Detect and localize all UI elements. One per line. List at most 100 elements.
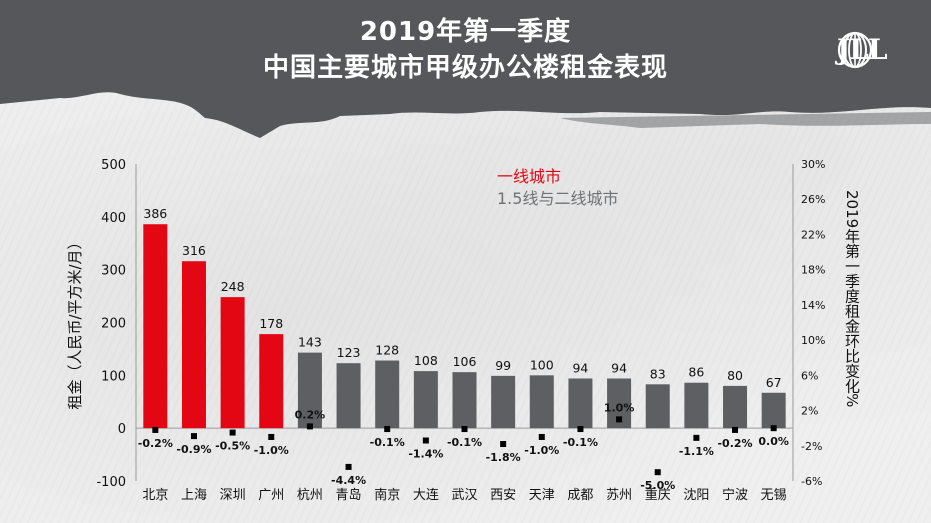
change-marker: [152, 426, 159, 433]
bar-value-label: 128: [375, 343, 399, 358]
title-line-1: 2019年第一季度: [359, 17, 572, 47]
bar-value-label: 106: [453, 354, 477, 369]
bar-value-label: 248: [221, 279, 245, 294]
bar: [684, 382, 709, 429]
bar-value-label: 386: [143, 206, 167, 221]
bar-value-label: 86: [688, 365, 704, 380]
x-tick-label: 杭州: [297, 488, 323, 503]
change-value-label: -1.8%: [486, 451, 521, 464]
x-tick-label: 宁波: [722, 487, 748, 503]
bar-value-label: 80: [727, 368, 743, 383]
change-marker: [422, 437, 429, 444]
bar: [259, 334, 284, 429]
header-banner: [0, 0, 931, 138]
change-marker: [616, 416, 623, 423]
y2-tick-label: 26%: [801, 193, 825, 206]
change-marker: [654, 469, 661, 476]
y-tick-label: -100: [96, 475, 126, 490]
bar-value-label: 143: [298, 335, 322, 350]
change-marker: [732, 426, 739, 433]
y2-tick-label: 18%: [801, 264, 825, 277]
change-value-label: 0.2%: [295, 408, 326, 421]
x-tick-label: 深圳: [220, 488, 246, 503]
change-marker: [384, 426, 391, 433]
x-tick-label: 北京: [142, 488, 168, 503]
change-marker: [500, 441, 507, 448]
change-marker: [229, 429, 236, 436]
bar: [375, 360, 400, 429]
x-tick-label: 武汉: [451, 488, 477, 503]
change-value-label: -1.0%: [254, 444, 289, 457]
x-tick-label: 天津: [529, 488, 555, 503]
chart-legend: 一线城市 1.5线与二线城市: [497, 166, 618, 210]
x-tick-label: 广州: [258, 488, 284, 503]
change-value-label: -4.4%: [331, 474, 366, 487]
y2-tick-label: 6%: [801, 369, 818, 382]
change-marker: [577, 426, 584, 433]
change-marker: [345, 463, 352, 470]
bar: [413, 371, 438, 429]
y2-tick-label: 10%: [801, 334, 825, 347]
change-value-label: -1.4%: [408, 447, 443, 460]
change-value-label: -0.1%: [447, 436, 482, 449]
change-marker: [306, 423, 313, 430]
bar: [143, 224, 168, 429]
bar: [452, 372, 477, 429]
logo-text: JLL: [837, 33, 888, 66]
y2-tick-label: 30%: [801, 158, 825, 171]
bar-value-label: 178: [259, 316, 283, 331]
change-value-label: 1.0%: [604, 401, 635, 414]
bar-value-label: 100: [530, 357, 554, 372]
change-value-label: -0.2%: [138, 437, 173, 450]
bar: [181, 261, 206, 429]
change-marker: [268, 433, 275, 440]
x-tick-label: 西安: [490, 488, 516, 503]
page-title: 2019年第一季度 中国主要城市甲级办公楼租金表现: [0, 14, 931, 86]
change-marker: [461, 426, 468, 433]
change-value-label: -0.1%: [563, 436, 598, 449]
bar-value-label: 67: [766, 375, 782, 390]
bar: [645, 384, 670, 429]
y2-tick-label: 22%: [801, 228, 825, 241]
jll-swirl-icon: [837, 31, 873, 69]
bar: [761, 392, 786, 429]
bar: [723, 385, 748, 429]
x-tick-label: 无锡: [761, 488, 787, 503]
bar-value-label: 99: [495, 358, 511, 373]
y-tick-label: 100: [101, 369, 126, 384]
bar: [568, 378, 593, 429]
x-tick-label: 重庆: [645, 487, 671, 503]
change-value-label: -0.2%: [717, 437, 752, 450]
bar-value-label: 94: [611, 361, 627, 376]
bar-value-label: 316: [182, 243, 206, 258]
change-marker: [538, 433, 545, 440]
change-value-label: -5.0%: [640, 479, 675, 492]
change-value-label: -1.1%: [679, 445, 714, 458]
change-value-label: -1.0%: [524, 444, 559, 457]
x-tick-label: 南京: [374, 487, 400, 503]
y2-tick-label: 14%: [801, 299, 825, 312]
bar-value-label: 108: [414, 353, 438, 368]
change-marker: [693, 434, 700, 441]
change-value-label: -0.5%: [215, 440, 250, 453]
y-tick-label: 200: [101, 317, 126, 332]
bar: [491, 375, 516, 429]
bar: [336, 363, 361, 429]
legend-tier1: 一线城市: [497, 167, 562, 186]
bar-value-label: 94: [572, 361, 588, 376]
change-marker: [770, 425, 777, 432]
bar-value-label: 83: [650, 366, 666, 381]
change-value-label: 0.0%: [758, 435, 789, 448]
title-line-2: 中国主要城市甲级办公楼租金表现: [262, 53, 668, 83]
y-tick-label: 0: [118, 422, 126, 437]
y2-tick-label: -6%: [801, 475, 822, 488]
bar: [297, 352, 322, 429]
banner-brush-shape: [0, 0, 931, 138]
y-tick-label: 400: [101, 211, 126, 226]
bar-value-label: 123: [337, 345, 361, 360]
x-tick-label: 苏州: [606, 487, 632, 503]
x-tick-label: 沈阳: [683, 488, 709, 503]
x-tick-label: 青岛: [336, 487, 362, 503]
x-tick-label: 上海: [181, 488, 207, 503]
